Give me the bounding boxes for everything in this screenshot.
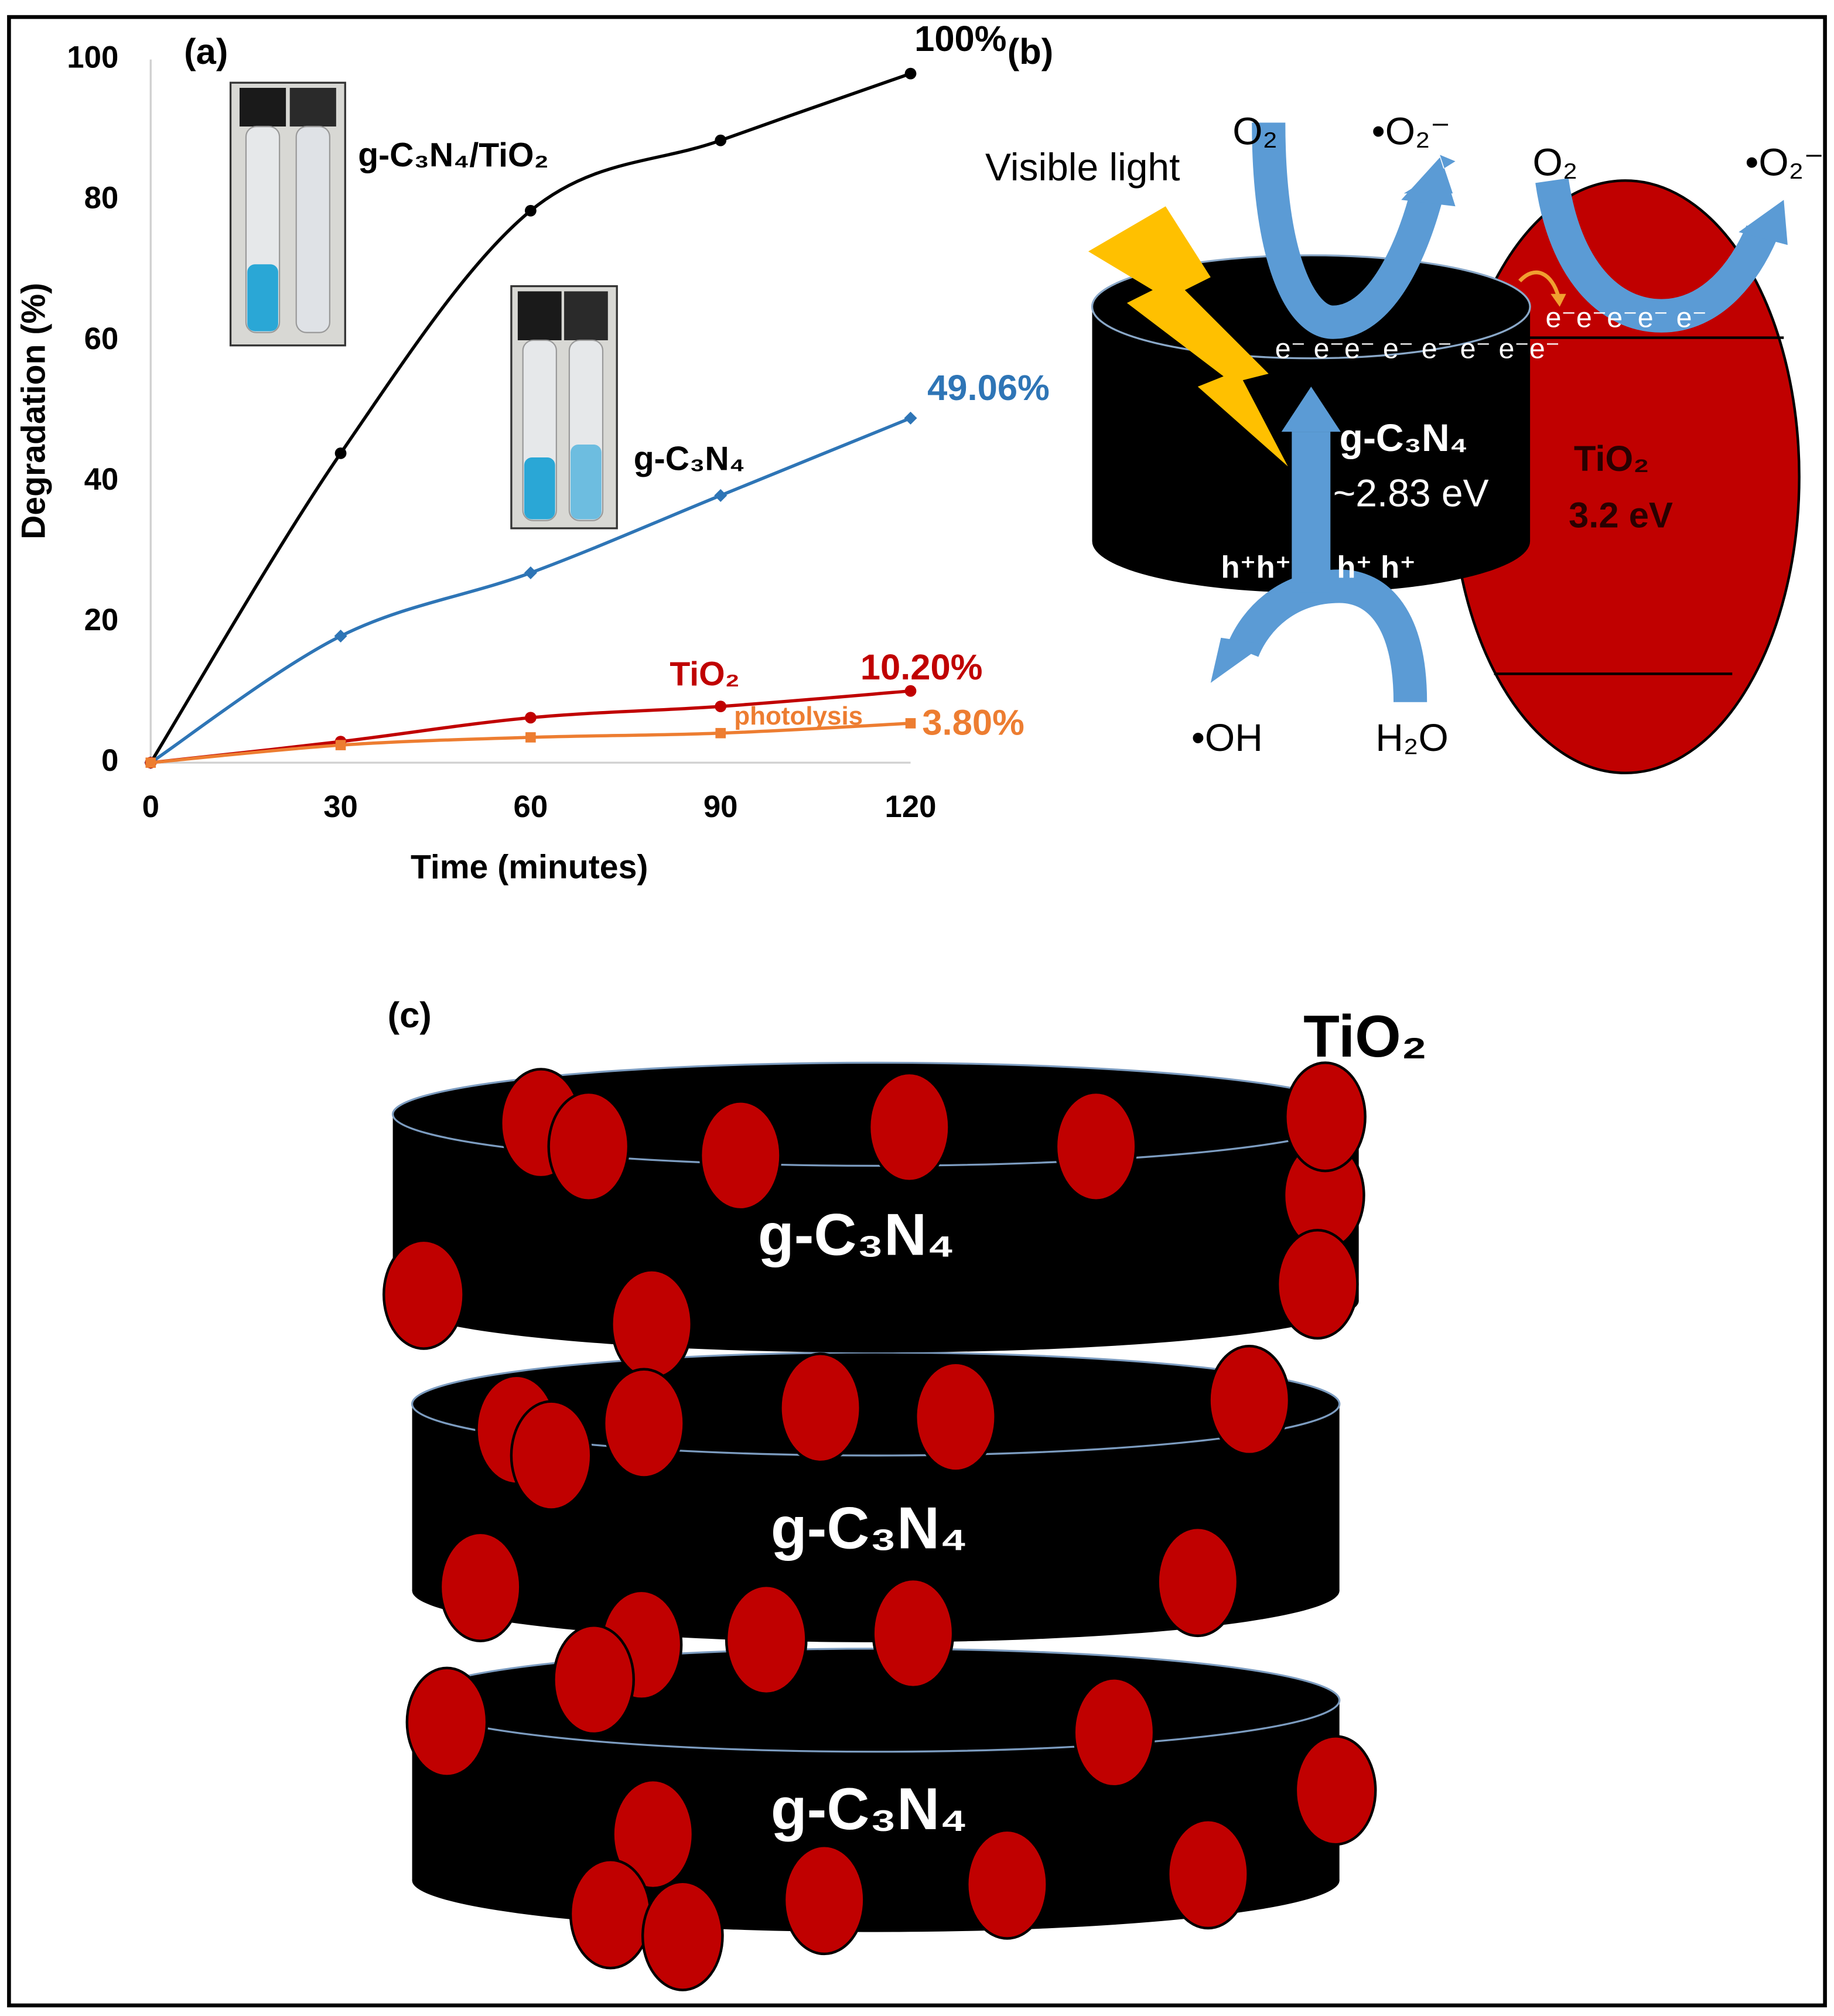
layer-label: g-C₃N₄ (771, 1776, 968, 1842)
tio2-particle (547, 1091, 630, 1202)
tio2-particle (439, 1531, 522, 1642)
data-point (524, 566, 537, 579)
x-axis-label: Time (minutes) (411, 849, 648, 886)
panel-label: (c) (388, 995, 432, 1036)
annotation: 49.06% (927, 368, 1050, 408)
annotation: 3.80% (922, 703, 1024, 743)
annotation: 10.20% (860, 647, 983, 688)
tio2-particle (1156, 1526, 1239, 1638)
data-point (145, 757, 156, 768)
tio2-particle (1054, 1091, 1138, 1202)
species-label: •OH (1191, 716, 1263, 759)
material-label: g-C₃N₄ (1340, 416, 1468, 459)
species-label: H₂O (1375, 716, 1449, 759)
tio2-particle (1276, 1229, 1359, 1340)
tio2-particle (1208, 1344, 1291, 1456)
tio2-particle (641, 1880, 724, 1991)
species-label: •O₂⁻ (1745, 140, 1824, 183)
data-point (904, 411, 917, 425)
material-label: TiO₂ (1574, 439, 1649, 479)
series-label: TiO₂ (670, 655, 740, 693)
hole-label: h⁺h⁺ (1221, 550, 1291, 585)
tio2-particle (510, 1400, 593, 1511)
x-tick-label: 120 (884, 790, 936, 824)
tio2-particle (779, 1352, 862, 1464)
data-point (904, 685, 917, 697)
layer-label: g-C₃N₄ (758, 1201, 955, 1267)
data-point (715, 134, 727, 146)
tio2-particle (1073, 1677, 1156, 1788)
tio2-particle (1284, 1061, 1367, 1173)
photo-inset (229, 81, 346, 347)
annotation: 100% (914, 19, 1006, 59)
series-label: g-C₃N₄ (634, 440, 745, 478)
light-label: Visible light (985, 145, 1180, 189)
data-point (524, 204, 537, 217)
y-tick-label: 80 (84, 181, 119, 216)
tio2-particle (1294, 1735, 1377, 1846)
tio2-particle (405, 1666, 489, 1778)
figure-border (7, 15, 1827, 2008)
tio2-particle (603, 1368, 685, 1479)
tio2-particle (1167, 1819, 1249, 1930)
data-point (905, 718, 916, 729)
tio2-particle (612, 1778, 695, 1890)
data-point (714, 488, 728, 502)
tio2-particle (783, 1844, 866, 1956)
tio2-particle (725, 1584, 808, 1696)
data-point (904, 67, 917, 80)
y-tick-label: 100 (67, 40, 118, 75)
data-point (334, 630, 347, 643)
layer-label: g-C₃N₄ (771, 1495, 968, 1561)
series-label: photolysis (734, 702, 863, 730)
species-label: O₂ (1232, 110, 1278, 153)
data-point (335, 740, 346, 750)
series-label: g-C₃N₄/TiO₂ (358, 136, 549, 174)
x-tick-label: 90 (703, 790, 738, 824)
layered-structure: (c) TiO₂ g-C₃N₄ g-C₃N₄ g-C₃N₄ (382, 995, 1427, 1991)
tio2-particle (610, 1269, 693, 1380)
data-point (334, 447, 347, 459)
tio2-particle (699, 1100, 782, 1211)
y-tick-label: 20 (84, 603, 119, 637)
tio2-particle (868, 1071, 951, 1183)
series-line (149, 72, 911, 764)
cylinder-top (411, 1648, 1341, 1753)
mechanism-diagram: (b) Visible light O₂ •O₂⁻ O₂ •O₂⁻ e⁻ e⁻e… (985, 32, 1824, 774)
tio2-particle (914, 1361, 997, 1472)
data-point (525, 732, 536, 743)
chart: (a) Time (minutes) Degradation (%) 0 20 40… (15, 19, 1050, 886)
photo-inset (510, 285, 618, 529)
data-point (524, 712, 537, 724)
x-tick-label: 30 (323, 790, 358, 824)
species-label: O₂ (1532, 140, 1577, 183)
x-tick-label: 60 (514, 790, 548, 824)
tio2-particle (872, 1577, 955, 1689)
band-gap-label: ~2.83 eV (1333, 471, 1489, 514)
electron-label: e⁻e⁻e⁻e⁻ e⁻ (1545, 302, 1707, 334)
hole-label: h⁺ h⁺ (1337, 550, 1416, 585)
data-point (715, 701, 727, 712)
band-gap-label: 3.2 eV (1569, 496, 1673, 536)
y-tick-label: 0 (101, 743, 118, 778)
tio2-particle (552, 1624, 635, 1735)
panel-label: (a) (184, 32, 228, 72)
data-point (715, 727, 726, 739)
material-label: TiO₂ (1303, 1003, 1427, 1069)
y-tick-label: 40 (84, 462, 119, 497)
tio2-particle (569, 1858, 652, 1970)
species-label: •O₂⁻ (1372, 110, 1451, 153)
electron-label: e⁻ e⁻e⁻ e⁻ e⁻ e⁻ e⁻e⁻ (1275, 333, 1560, 364)
y-axis-label: Degradation (%) (15, 283, 53, 539)
tio2-particle (382, 1239, 465, 1350)
x-tick-label: 0 (142, 790, 159, 824)
tio2-particle (966, 1829, 1049, 1940)
panel-label: (b) (1007, 32, 1054, 72)
y-tick-label: 60 (84, 322, 119, 356)
